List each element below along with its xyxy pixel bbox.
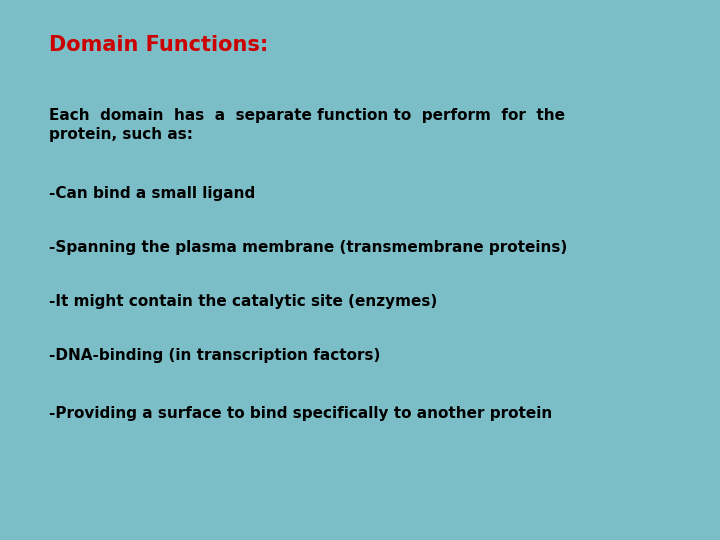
Text: -It might contain the catalytic site (enzymes): -It might contain the catalytic site (en…	[49, 294, 437, 309]
Text: Each  domain  has  a  separate function to  perform  for  the
protein, such as:: Each domain has a separate function to p…	[49, 108, 565, 142]
Text: -Providing a surface to bind specifically to another protein: -Providing a surface to bind specificall…	[49, 406, 552, 421]
Text: Domain Functions:: Domain Functions:	[49, 35, 269, 55]
Text: -Can bind a small ligand: -Can bind a small ligand	[49, 186, 255, 201]
Text: -Spanning the plasma membrane (transmembrane proteins): -Spanning the plasma membrane (transmemb…	[49, 240, 567, 255]
Text: -DNA-binding (in transcription factors): -DNA-binding (in transcription factors)	[49, 348, 380, 363]
